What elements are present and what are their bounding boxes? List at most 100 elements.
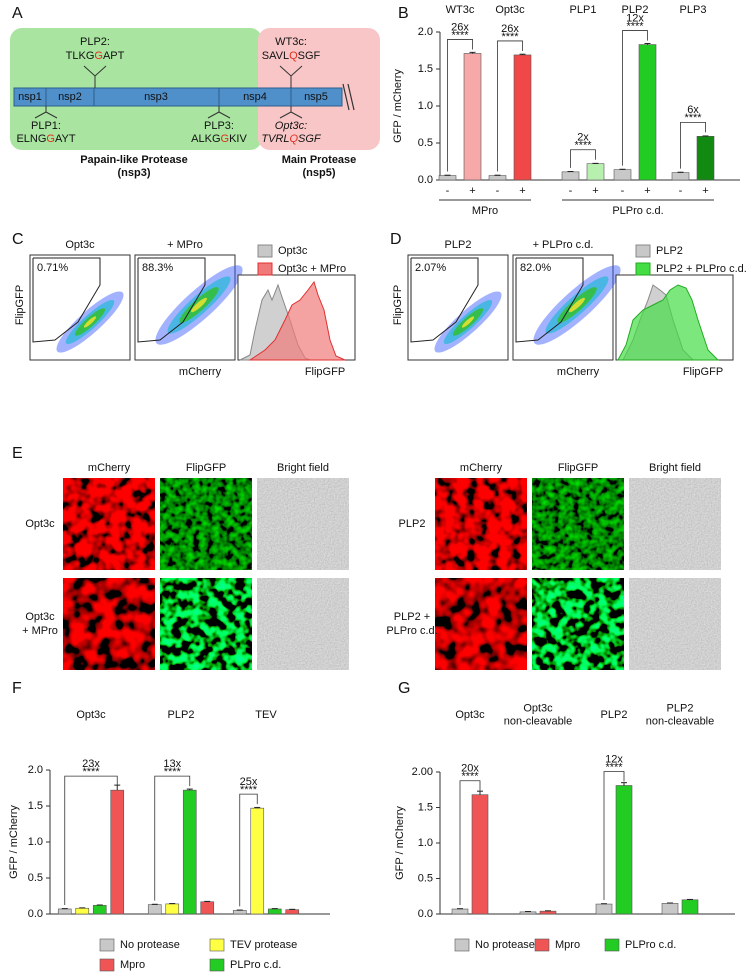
significance-bracket bbox=[239, 793, 258, 907]
gate bbox=[410, 257, 479, 343]
protease-name: Main Protease bbox=[282, 154, 357, 166]
bar bbox=[463, 53, 482, 181]
bar bbox=[519, 911, 537, 915]
cleavage-residue: Q bbox=[289, 50, 298, 62]
sequence-part: SAVL bbox=[262, 50, 289, 62]
column-header: FlipGFP bbox=[186, 462, 226, 474]
bar bbox=[513, 54, 532, 181]
column-header: FlipGFP bbox=[558, 462, 598, 474]
legend-label: Mpro bbox=[555, 939, 580, 951]
bar bbox=[615, 785, 633, 915]
bar bbox=[438, 175, 457, 181]
bar bbox=[110, 789, 125, 915]
panel-label: G bbox=[398, 680, 410, 697]
segment-label: nsp1 bbox=[18, 91, 42, 103]
scatter-frame bbox=[29, 254, 131, 361]
scatter-frame bbox=[407, 254, 509, 361]
panel-label: A bbox=[12, 5, 23, 22]
significance: **** bbox=[684, 112, 702, 124]
bar bbox=[696, 136, 715, 181]
site-name: PLP2: bbox=[80, 36, 110, 48]
group-label: Opt3c bbox=[76, 709, 106, 721]
micrograph bbox=[532, 578, 624, 670]
bar bbox=[57, 908, 72, 915]
significance: **** bbox=[574, 140, 592, 152]
cleavage-residue: G bbox=[94, 50, 103, 62]
cleavage-residue: Q bbox=[289, 133, 298, 145]
protease-domain: (nsp5) bbox=[303, 167, 336, 179]
x-tick-label: - bbox=[496, 185, 500, 197]
group-label: PLP1 bbox=[570, 4, 597, 16]
panel-label: D bbox=[390, 231, 402, 248]
group-label: WT3c bbox=[446, 4, 475, 16]
fold-change: 2x bbox=[577, 132, 589, 144]
significance: **** bbox=[164, 766, 182, 778]
bar bbox=[285, 909, 300, 915]
fold-change: 6x bbox=[687, 104, 699, 116]
site-sequence: TLKGGAPT bbox=[66, 50, 125, 62]
site-name: PLP1: bbox=[31, 120, 61, 132]
x-tick-label: + bbox=[519, 185, 525, 197]
legend-label: PLPro c.d. bbox=[625, 939, 676, 951]
significance: **** bbox=[501, 31, 519, 43]
y-tick-label: 0.5 bbox=[418, 872, 433, 884]
significance: **** bbox=[451, 29, 469, 41]
significance: **** bbox=[240, 784, 258, 796]
sequence-part: SGF bbox=[298, 50, 321, 62]
sequence-part: KIV bbox=[229, 133, 247, 145]
x-axis-label: mCherry bbox=[557, 366, 600, 378]
group-label: PLP2 bbox=[168, 709, 195, 721]
legend-label: Mpro bbox=[120, 959, 145, 971]
site-name: PLP3: bbox=[204, 120, 234, 132]
sample-label: + MPro bbox=[167, 239, 203, 251]
y-tick-label: 1.0 bbox=[418, 837, 433, 849]
sample-label: Opt3c bbox=[65, 239, 95, 251]
panel-label: F bbox=[12, 680, 22, 697]
bar bbox=[250, 807, 265, 915]
y-tick-label: 1.5 bbox=[418, 801, 433, 813]
micrograph bbox=[629, 578, 721, 670]
gate bbox=[32, 257, 101, 343]
fold-change: 20x bbox=[461, 763, 479, 775]
y-tick-label: 1.0 bbox=[418, 100, 433, 112]
break-line bbox=[347, 83, 355, 111]
bar bbox=[671, 172, 690, 181]
significance-bracket bbox=[603, 771, 625, 901]
micrograph bbox=[257, 478, 349, 570]
y-axis-label: GFP / mCherry bbox=[8, 805, 20, 879]
segment-label: nsp3 bbox=[144, 91, 168, 103]
gate bbox=[515, 257, 584, 343]
significance-bracket bbox=[680, 121, 706, 169]
significance-bracket bbox=[622, 30, 648, 166]
site-sequence: ALKGGKIV bbox=[191, 133, 247, 145]
micrograph bbox=[435, 578, 527, 670]
density-contour bbox=[83, 316, 97, 328]
density-contour bbox=[191, 297, 207, 313]
bar bbox=[471, 794, 489, 915]
significance: **** bbox=[605, 761, 623, 773]
group-label: PLP2 bbox=[622, 4, 649, 16]
group-label: Opt3c bbox=[495, 4, 525, 16]
fold-change: 23x bbox=[82, 758, 100, 770]
legend-label: PLPro c.d. bbox=[230, 959, 281, 971]
scatter-density bbox=[56, 291, 124, 353]
site-name: WT3c: bbox=[275, 36, 307, 48]
segment-label: nsp5 bbox=[304, 91, 328, 103]
fold-change: 26x bbox=[501, 23, 519, 35]
micrograph bbox=[532, 478, 624, 570]
panel-label: C bbox=[12, 231, 24, 248]
legend-label: PLP2 + PLPro c.d. bbox=[656, 263, 747, 275]
y-tick-label: 0.0 bbox=[418, 174, 433, 186]
site-sequence: SAVLQSGF bbox=[262, 50, 321, 62]
gate bbox=[137, 257, 206, 343]
y-tick-label: 2.0 bbox=[28, 764, 43, 776]
break-line bbox=[342, 83, 350, 111]
bar bbox=[267, 908, 282, 915]
fold-change: 13x bbox=[163, 758, 181, 770]
row-label: Opt3c bbox=[25, 611, 55, 623]
significance-bracket bbox=[497, 40, 523, 172]
legend-swatch bbox=[257, 262, 273, 276]
cleavage-residue: G bbox=[221, 133, 230, 145]
sequence-part: ELNG bbox=[16, 133, 46, 145]
